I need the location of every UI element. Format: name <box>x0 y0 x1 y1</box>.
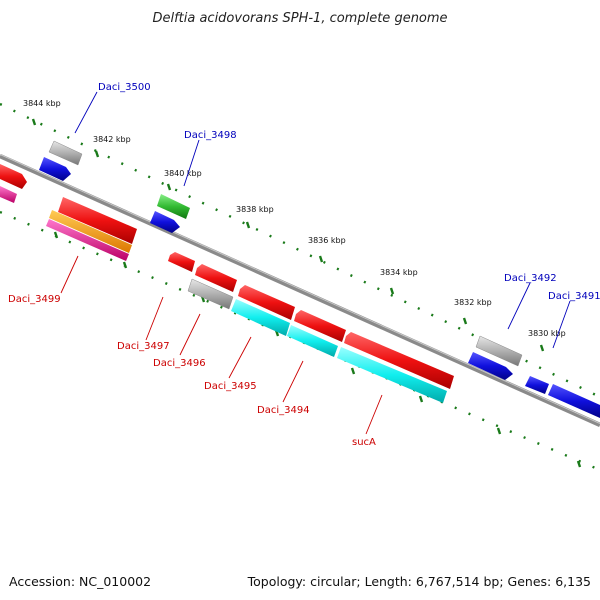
gene-label-daci-3497[interactable]: Daci_3497 <box>117 341 170 352</box>
gene-daci-3492-feature <box>475 335 523 367</box>
tick-label: 3838 kbp <box>236 205 274 214</box>
gene-label-daci-3500[interactable]: Daci_3500 <box>98 82 151 93</box>
outer-major-ticks <box>31 118 545 352</box>
accession-text: Accession: NC_010002 <box>9 574 151 589</box>
gene-daci-3494-feature <box>287 325 338 357</box>
gene-label-daci-3499[interactable]: Daci_3499 <box>8 294 61 305</box>
gene-daci-3495-cds <box>238 285 295 320</box>
gene-daci-3492-cds <box>468 352 513 380</box>
gene-left-edge-magenta <box>0 186 17 203</box>
gene-label-daci-3494[interactable]: Daci_3494 <box>257 405 310 416</box>
gene-label-sucA[interactable]: sucA <box>352 437 376 448</box>
gene-label-daci-3495[interactable]: Daci_3495 <box>204 381 257 392</box>
gene-daci-3499-misc <box>46 219 129 261</box>
gene-daci-3500-cds <box>39 157 71 181</box>
gene-left-edge-red <box>0 164 27 189</box>
gene-daci-3494-cds <box>294 310 346 342</box>
tick-label: 3840 kbp <box>164 169 202 178</box>
gene-daci-3498-rna <box>157 194 190 219</box>
gene-daci-3499-feature <box>49 210 132 253</box>
gene-daci-3495-feature <box>231 299 290 336</box>
gene-sucA-cds <box>344 332 454 389</box>
gene-daci-3496-cds <box>195 264 237 292</box>
tick-label: 3836 kbp <box>308 236 346 245</box>
gene-daci-3500-feature <box>48 140 83 166</box>
tick-label: 3844 kbp <box>23 99 61 108</box>
leader-lines <box>60 91 571 435</box>
gene-daci-3498-cds <box>150 211 180 233</box>
genome-backbone-highlight <box>0 154 600 424</box>
inner-major-ticks <box>53 231 582 468</box>
genome-summary-text: Topology: circular; Length: 6,767,514 bp… <box>247 574 591 589</box>
gene-daci-3496-feature <box>187 278 234 310</box>
gene-daci-3499-cds <box>58 197 137 244</box>
tick-label: 3832 kbp <box>454 298 492 307</box>
gene-daci-3491-cds-b <box>548 384 600 418</box>
genome-backbone <box>0 153 600 428</box>
gene-label-daci-3496[interactable]: Daci_3496 <box>153 358 206 369</box>
gene-daci-3491-cds-a <box>525 376 549 394</box>
gene-label-daci-3498[interactable]: Daci_3498 <box>184 130 237 141</box>
tick-label: 3834 kbp <box>380 268 418 277</box>
gene-label-daci-3491[interactable]: Daci_3491 <box>548 291 600 302</box>
gene-daci-3497-cds <box>168 252 195 272</box>
gene-label-daci-3492[interactable]: Daci_3492 <box>504 273 557 284</box>
chart-title: Delftia acidovorans SPH-1, complete geno… <box>152 11 447 26</box>
tick-label: 3830 kbp <box>528 329 566 338</box>
tick-label: 3842 kbp <box>93 135 131 144</box>
gene-sucA-feature <box>337 347 447 403</box>
